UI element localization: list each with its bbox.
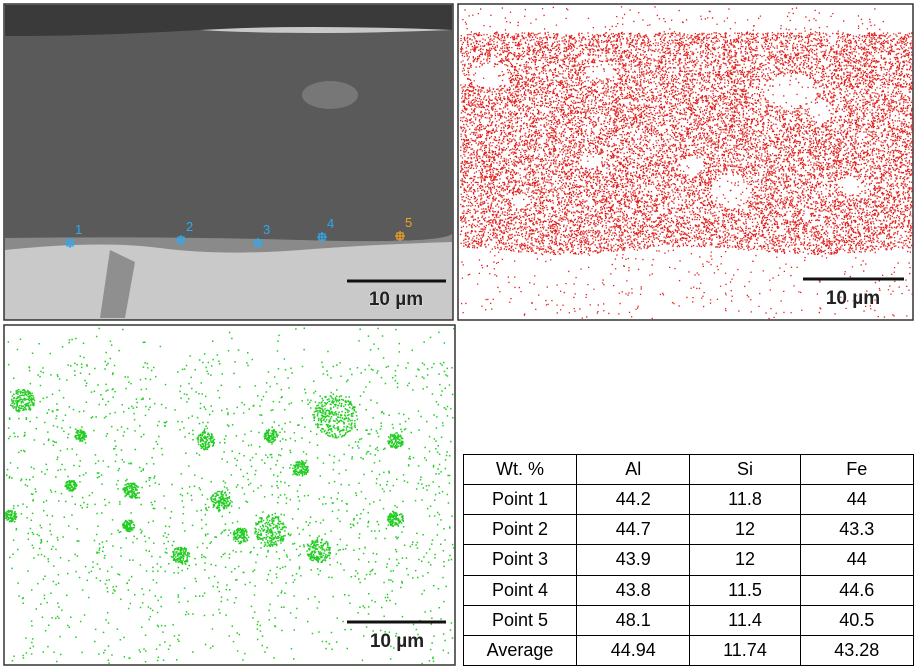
point-label: 2 <box>186 219 193 234</box>
table-row: Point 5 48.1 11.4 40.5 <box>463 604 915 636</box>
table-row: Point 4 43.8 11.5 44.6 <box>463 574 915 606</box>
table-cell: Point 4 <box>463 574 577 606</box>
table-cell: 44 <box>799 484 915 516</box>
red-map-dots <box>460 6 914 320</box>
table-cell: Wt. % <box>463 453 577 486</box>
table-cell: 44.2 <box>575 484 691 516</box>
table-cell: 11.5 <box>689 574 801 606</box>
table-cell: 43.28 <box>799 634 915 667</box>
composition-table: Wt. % Al Si Fe Point 1 44.2 11.8 44 Point 2 44.7 1… <box>463 453 915 667</box>
table-cell: 12 <box>689 544 801 576</box>
point-label: 5 <box>405 215 412 230</box>
table-cell: 43.9 <box>575 544 691 576</box>
table-cell: 40.5 <box>799 604 915 636</box>
table-header: Wt. % Al Si Fe <box>463 453 915 486</box>
table-cell: 43.8 <box>575 574 691 606</box>
point-label: 4 <box>327 216 334 231</box>
table-cell: 11.4 <box>689 604 801 636</box>
green-panel <box>3 324 456 666</box>
table-row: Point 1 44.2 11.8 44 <box>463 484 915 516</box>
scale-label: 10 µm <box>370 631 424 652</box>
table-cell: 11.8 <box>689 484 801 516</box>
point-marker <box>65 238 75 248</box>
point-marker <box>253 238 263 248</box>
table-cell: Point 3 <box>463 544 577 576</box>
green-map-dots <box>4 327 455 665</box>
point-label: 1 <box>75 222 82 237</box>
table-cell: 43.3 <box>799 514 915 546</box>
sem-coating <box>5 28 452 249</box>
table-cell: 44.6 <box>799 574 915 606</box>
point-marker <box>317 232 327 242</box>
table-cell: 44.94 <box>575 634 691 667</box>
point-label: 3 <box>263 222 270 237</box>
table-cell: Al <box>575 453 691 486</box>
table-row: Point 3 43.9 12 44 <box>463 544 915 576</box>
table-cell: 44.7 <box>575 514 691 546</box>
table-cell: 11.74 <box>689 634 801 667</box>
table-cell: Average <box>463 634 577 667</box>
table-row: Average 44.94 11.74 43.28 <box>463 634 915 667</box>
sem-feature <box>302 81 358 109</box>
table-cell: 44 <box>799 544 915 576</box>
sem-top <box>5 5 452 36</box>
table-cell: Point 5 <box>463 604 577 636</box>
sem-crack <box>100 250 135 318</box>
scale-label: 10 µm <box>826 288 880 309</box>
sem-points: 1 2 3 4 5 <box>65 215 412 248</box>
sem-interface <box>5 234 452 253</box>
table-cell: 48.1 <box>575 604 691 636</box>
table-cell: Point 2 <box>463 514 577 546</box>
table-row: Point 2 44.7 12 43.3 <box>463 514 915 546</box>
point-marker <box>395 231 405 241</box>
table-cell: Fe <box>799 453 915 486</box>
table-cell: Si <box>689 453 801 486</box>
point-marker <box>176 235 186 245</box>
table-cell: Point 1 <box>463 484 577 516</box>
table-cell: 12 <box>689 514 801 546</box>
scale-label: 10 µm <box>369 289 423 310</box>
